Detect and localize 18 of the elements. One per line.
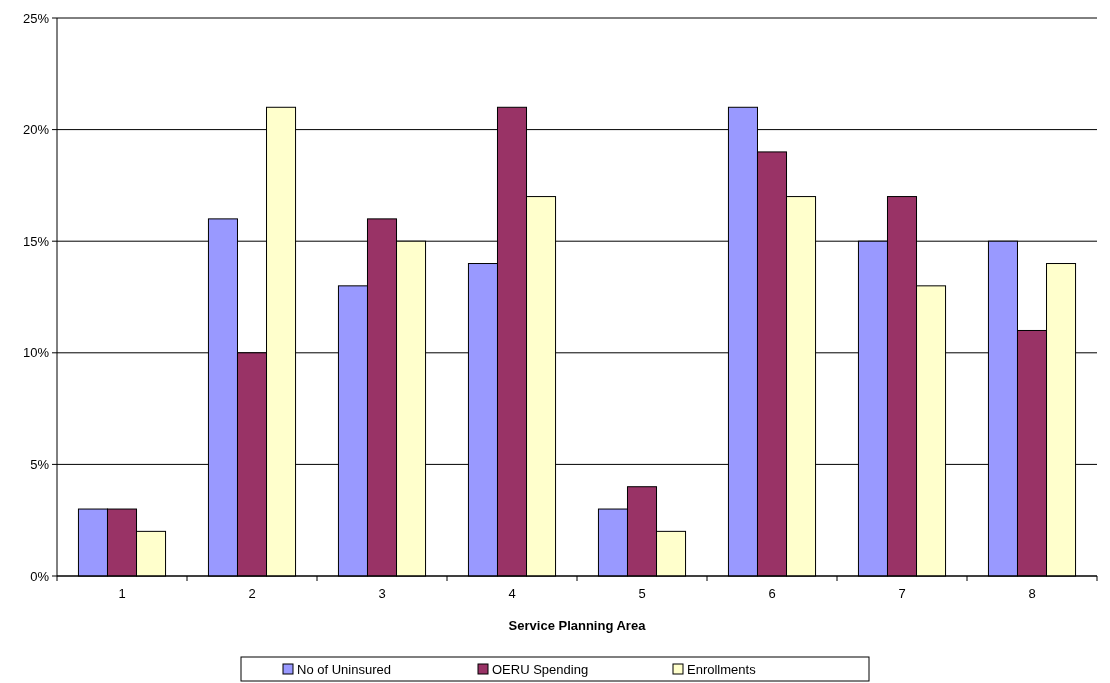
legend-label: Enrollments xyxy=(687,661,757,677)
x-tick-label: 6 xyxy=(768,586,776,601)
x-tick-label: 4 xyxy=(508,586,516,601)
x-tick-label: 8 xyxy=(1028,586,1036,601)
y-tick-label: 15% xyxy=(22,233,50,249)
x-axis-title: Service Planning Area xyxy=(508,618,647,633)
x-tick-label: 1 xyxy=(118,586,126,601)
y-tick-label: 5% xyxy=(30,456,50,472)
x-tick-label: 7 xyxy=(898,586,906,601)
legend-label: OERU Spending xyxy=(492,661,589,677)
y-tick-label: 20% xyxy=(22,122,50,138)
x-tick-label: 2 xyxy=(248,586,256,601)
y-tick-label: 25% xyxy=(22,10,50,26)
y-tick-label: 0% xyxy=(30,568,50,584)
y-tick-label: 10% xyxy=(22,345,50,361)
legend-label: No of Uninsured xyxy=(297,661,391,677)
x-tick-label: 5 xyxy=(638,586,646,601)
x-tick-label: 3 xyxy=(378,586,386,601)
